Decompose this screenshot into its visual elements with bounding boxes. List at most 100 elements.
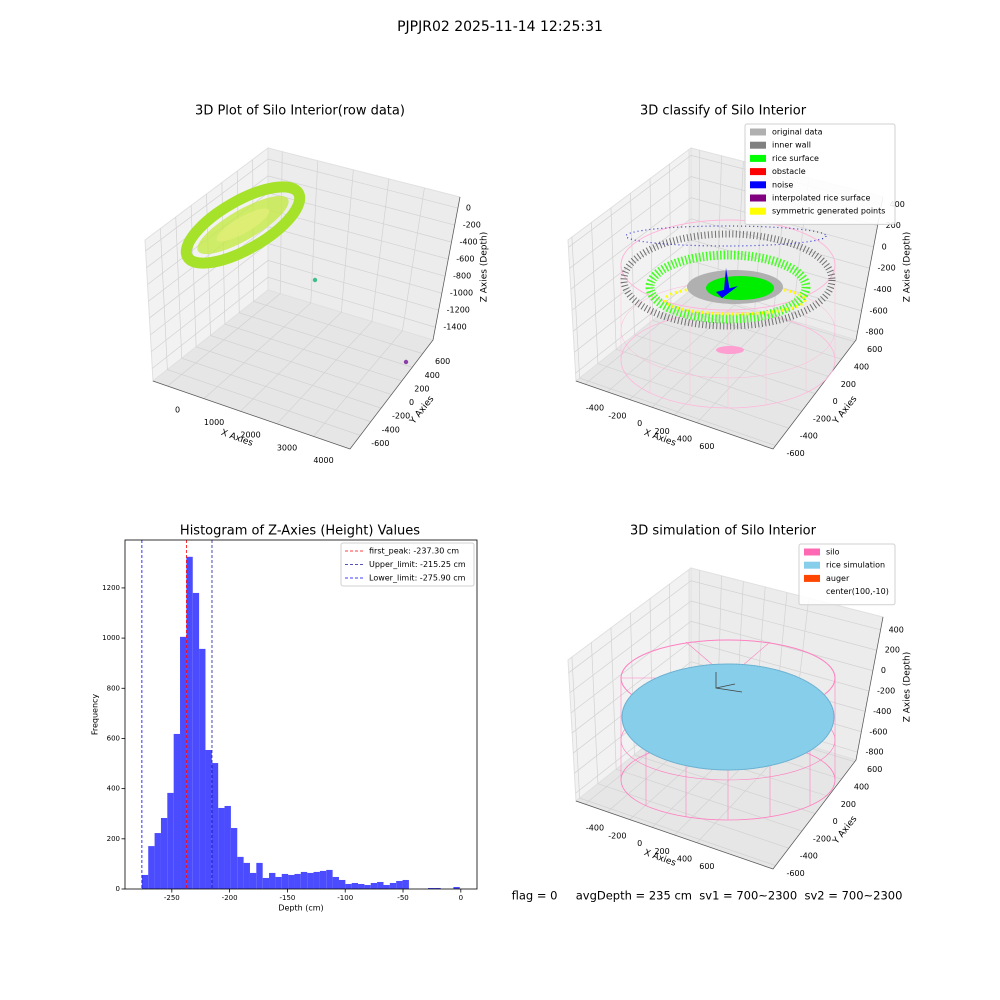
bar	[377, 881, 384, 889]
bar	[319, 870, 327, 889]
layer: 3D Plot of Silo Interior(row data) 0 -200 -…	[91, 104, 913, 913]
grid-line	[610, 207, 803, 412]
z-tick-label: -400	[873, 707, 891, 716]
y-tick-label: -400	[382, 425, 400, 434]
bar	[427, 887, 435, 889]
rice-surface	[621, 663, 835, 771]
legend-swatch	[750, 181, 766, 189]
bar	[199, 648, 206, 889]
x-tick-label: -100	[337, 894, 353, 902]
z-tick-label: -1400	[443, 323, 466, 332]
z-axis-label: Z Axies (Depth)	[903, 652, 913, 723]
grid-line	[572, 239, 866, 332]
ring	[180, 181, 306, 269]
axis-line	[152, 196, 461, 450]
z-axis-label: Z Axies (Depth)	[903, 232, 913, 303]
grid-line	[160, 228, 361, 436]
bar	[338, 879, 346, 889]
x-tick-label: 400	[677, 855, 692, 864]
y-tick-label: -200	[392, 412, 410, 421]
z-tick-label: 400	[889, 625, 904, 634]
z-tick-label: -400	[874, 285, 892, 294]
bar	[186, 556, 193, 889]
y-tick-label: 600	[107, 734, 120, 742]
x-tick-label: -50	[397, 894, 408, 902]
y-tick-label: -200	[813, 414, 831, 423]
point-cloud	[180, 181, 409, 365]
chart-title: 3D classify of Silo Interior	[640, 104, 807, 119]
bar	[160, 817, 168, 889]
plot-frame	[124, 539, 478, 890]
bar	[243, 862, 250, 889]
z-tick-label: -800	[866, 328, 884, 337]
grid-line	[152, 276, 436, 369]
z-tick-label: -1200	[447, 306, 470, 315]
bar	[224, 805, 231, 889]
legend-label: auger	[826, 574, 850, 583]
bar	[307, 872, 314, 889]
z-tick-label: 400	[890, 200, 905, 209]
z-tick-label: -400	[459, 238, 477, 247]
grid-line	[240, 169, 354, 412]
legend-swatch	[804, 574, 820, 582]
x-tick-label: 600	[699, 862, 714, 871]
z-axis-label: Z Axies (Depth)	[480, 232, 490, 303]
x-tick-label: 2000	[240, 431, 260, 440]
x-tick-label: 200	[654, 427, 669, 436]
x-tick-label: -400	[586, 404, 604, 413]
grid-line	[203, 160, 319, 399]
z-tick-label: -200	[878, 264, 896, 273]
bar	[148, 846, 155, 889]
bar	[141, 874, 149, 889]
z-tick-label: -600	[869, 727, 887, 736]
z-tick-label: 200	[886, 221, 901, 230]
grid-line	[630, 193, 816, 394]
grid-line	[591, 222, 789, 429]
legend-box	[798, 543, 896, 606]
legend-label: noise	[772, 180, 793, 189]
bar	[313, 871, 320, 889]
x-tick-label: -150	[279, 894, 295, 902]
bar	[173, 733, 181, 889]
grid-line	[649, 178, 829, 377]
z-tick-label: -200	[463, 221, 481, 230]
figure-title: PJPJR02 2025-11-14 12:25:31	[397, 19, 603, 35]
center-rice	[706, 276, 774, 300]
legend-label: interpolated rice surface	[772, 194, 870, 203]
legend-label: Lower_limit: -275.90 cm	[369, 574, 466, 583]
bar	[364, 884, 371, 889]
bar	[192, 592, 200, 889]
disk-center	[216, 208, 270, 242]
x-tick-label: 0	[175, 406, 180, 415]
inner-wall	[620, 230, 836, 330]
simulation	[620, 639, 836, 821]
y-tick-label: 400	[854, 783, 869, 792]
y-tick-label: 1200	[102, 584, 120, 592]
legend-label: rice surface	[772, 154, 819, 163]
bar	[389, 882, 397, 889]
bar	[345, 883, 352, 889]
bar	[249, 872, 257, 889]
legend-swatch	[750, 154, 766, 162]
x-tick-label: 0	[637, 839, 642, 848]
legend-label: rice simulation	[826, 561, 885, 570]
legend-swatch	[750, 194, 766, 202]
y-tick-label: 600	[435, 357, 450, 366]
chart-title: 3D Plot of Silo Interior(row data)	[195, 104, 405, 119]
y-tick-label: 200	[841, 380, 856, 389]
grid-line	[569, 600, 877, 694]
legend-swatch	[750, 128, 766, 136]
legend-label: original data	[772, 128, 823, 137]
bar	[358, 883, 365, 889]
grid-line	[571, 237, 776, 446]
bar	[269, 872, 276, 889]
y-axis-label: Frequency	[91, 694, 100, 736]
grid-line	[313, 187, 425, 437]
bar	[288, 874, 295, 889]
y-tick-label: -600	[787, 869, 805, 878]
grid-line	[145, 158, 458, 252]
noise-ring	[625, 225, 827, 247]
bar	[434, 887, 441, 889]
y-tick-label: 0	[409, 398, 414, 407]
outlier	[312, 277, 318, 283]
